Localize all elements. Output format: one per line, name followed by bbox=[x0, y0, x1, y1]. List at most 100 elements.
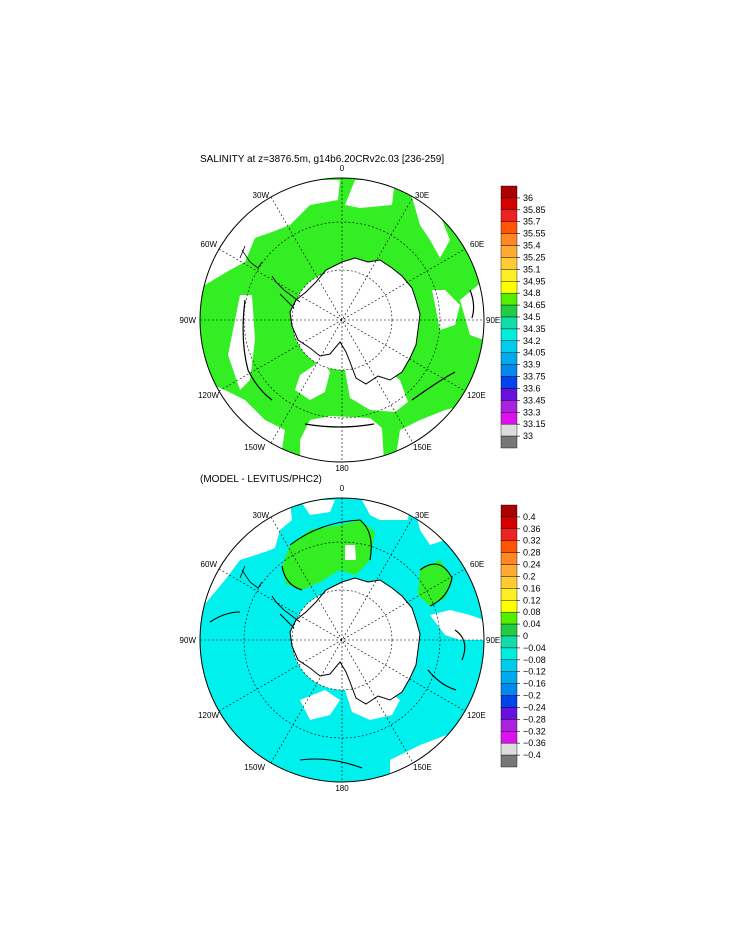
lon-label: 120W bbox=[198, 391, 219, 400]
colorbar-label: 0.04 bbox=[523, 619, 541, 629]
colorbar-label: 34.8 bbox=[523, 288, 541, 298]
lon-label: 60E bbox=[470, 560, 484, 569]
south-america-tip bbox=[239, 245, 263, 269]
colorbar-label: 33.45 bbox=[523, 395, 546, 405]
colorbar-label: 34.2 bbox=[523, 336, 541, 346]
lon-label: 180 bbox=[335, 784, 349, 793]
graticule bbox=[200, 498, 484, 782]
colorbar-label: −0.28 bbox=[523, 714, 546, 724]
colorbar-swatch bbox=[500, 376, 518, 389]
lon-label: 90E bbox=[486, 316, 500, 325]
colorbar-swatch bbox=[500, 552, 518, 565]
lon-label: 30E bbox=[415, 511, 429, 520]
lon-label: 180 bbox=[335, 464, 349, 473]
lon-label: 90W bbox=[180, 636, 197, 645]
panel-2-title: (MODEL - LEVITUS/PHC2) bbox=[200, 474, 322, 485]
colorbar-swatch bbox=[500, 292, 518, 306]
colorbar-swatch bbox=[500, 269, 518, 282]
colorbar-label: −0.08 bbox=[523, 655, 546, 665]
colorbar-swatch bbox=[500, 504, 518, 518]
colorbar-swatch bbox=[500, 683, 518, 696]
colorbar-swatch bbox=[500, 600, 518, 613]
colorbar-swatch bbox=[500, 328, 518, 342]
colorbar-label: 33.3 bbox=[523, 407, 541, 417]
colorbar-label: −0.32 bbox=[523, 726, 546, 736]
colorbar-label: 34.5 bbox=[523, 312, 541, 322]
graticule bbox=[200, 178, 484, 462]
colorbar-label: 0.08 bbox=[523, 607, 541, 617]
colorbar-label: 35.4 bbox=[523, 241, 541, 251]
colorbar-swatch bbox=[500, 588, 518, 601]
colorbar-swatch bbox=[500, 659, 518, 672]
colorbar-swatch bbox=[500, 742, 518, 756]
colorbar-label: 35.55 bbox=[523, 229, 546, 239]
colorbar-label: 34.05 bbox=[523, 348, 546, 358]
lon-label: 150W bbox=[244, 763, 265, 772]
colorbar-label: 0.4 bbox=[523, 512, 536, 522]
longitude-labels: 0 30E 60E 90E 120E 150E 180 150W 120W 90W 60W 30W bbox=[180, 484, 501, 793]
colorbar-label: 34.95 bbox=[523, 276, 546, 286]
colorbar-label: −0.04 bbox=[523, 643, 546, 653]
colorbar-swatch bbox=[500, 352, 518, 365]
lon-label: 30E bbox=[415, 191, 429, 200]
colorbar-label: 34.35 bbox=[523, 324, 546, 334]
lon-label: 0 bbox=[340, 164, 345, 173]
difference-region-positive-east bbox=[418, 560, 452, 606]
lon-label: 30W bbox=[253, 511, 270, 520]
antarctic-peninsula bbox=[271, 595, 301, 629]
lon-label: 150E bbox=[413, 443, 432, 452]
colorbar-swatch bbox=[500, 221, 518, 234]
contour-lines bbox=[242, 289, 475, 428]
colorbar-label: 0.2 bbox=[523, 571, 536, 581]
colorbar-swatch bbox=[500, 647, 518, 661]
colorbar-label: 33.6 bbox=[523, 383, 541, 393]
difference-region-negative bbox=[200, 498, 484, 782]
difference-colorbar: 0.4 0.36 0.32 0.28 0.240.2 0.16 0.12 0.08 0.04 0 −… bbox=[500, 504, 546, 768]
colorbar-label: 35.1 bbox=[523, 264, 541, 274]
colorbar-label: 33 bbox=[523, 431, 533, 441]
colorbar-label: 33.15 bbox=[523, 419, 546, 429]
salinity-map: 0 30E 60E 90E 120E 150E 180 150W 120W 90W 60W 30W 3… bbox=[180, 164, 546, 473]
map-boundary bbox=[199, 497, 485, 783]
colorbar-swatch bbox=[500, 540, 518, 553]
colorbar-swatch bbox=[500, 364, 518, 377]
lon-label: 150E bbox=[413, 763, 432, 772]
colorbar-label: 33.75 bbox=[523, 372, 546, 382]
difference-map: 0 30E 60E 90E 120E 150E 180 150W 120W 90W 60W 30W 0… bbox=[180, 484, 546, 793]
colorbar-label: −0.16 bbox=[523, 679, 546, 689]
colorbar-label: −0.2 bbox=[523, 691, 541, 701]
colorbar-swatch bbox=[500, 564, 518, 577]
salinity-region bbox=[200, 178, 484, 462]
colorbar-swatch bbox=[500, 400, 518, 413]
colorbar-swatch bbox=[500, 185, 518, 199]
colorbar-swatch bbox=[500, 635, 518, 649]
colorbar-swatch bbox=[500, 435, 518, 449]
colorbar-swatch bbox=[500, 304, 518, 318]
longitude-labels: 0 30E 60E 90E 120E 150E 180 150W 120W 90W 60W 30W bbox=[180, 164, 501, 473]
colorbar-label: 0.36 bbox=[523, 524, 541, 534]
colorbar-swatch bbox=[500, 516, 518, 530]
colorbar-label: 35.7 bbox=[523, 217, 541, 227]
colorbar-label: −0.4 bbox=[523, 750, 541, 760]
colorbar-swatch bbox=[500, 671, 518, 684]
antarctica-coastline bbox=[289, 257, 421, 385]
colorbar-swatch bbox=[500, 719, 518, 732]
colorbar-swatch bbox=[500, 412, 518, 425]
colorbar-swatch bbox=[500, 754, 518, 768]
lon-label: 30W bbox=[253, 191, 270, 200]
colorbar-swatch bbox=[500, 576, 518, 589]
colorbar-label: −0.12 bbox=[523, 667, 546, 677]
colorbar-label: 34.65 bbox=[523, 300, 546, 310]
colorbar-label: 0.32 bbox=[523, 536, 541, 546]
colorbar-label: 0.24 bbox=[523, 560, 541, 570]
lon-label: 90W bbox=[180, 316, 197, 325]
colorbar-swatch bbox=[500, 281, 518, 294]
lon-label: 60W bbox=[201, 240, 218, 249]
lon-label: 120W bbox=[198, 711, 219, 720]
lon-label: 90E bbox=[486, 636, 500, 645]
lon-label: 120E bbox=[467, 711, 486, 720]
difference-region-positive bbox=[282, 520, 375, 590]
colorbar-label: 0.28 bbox=[523, 548, 541, 558]
panel-1-title: SALINITY at z=3876.5m, g14b6.20CRv2c.03 … bbox=[200, 154, 445, 165]
colorbar-label: 35.85 bbox=[523, 205, 546, 215]
